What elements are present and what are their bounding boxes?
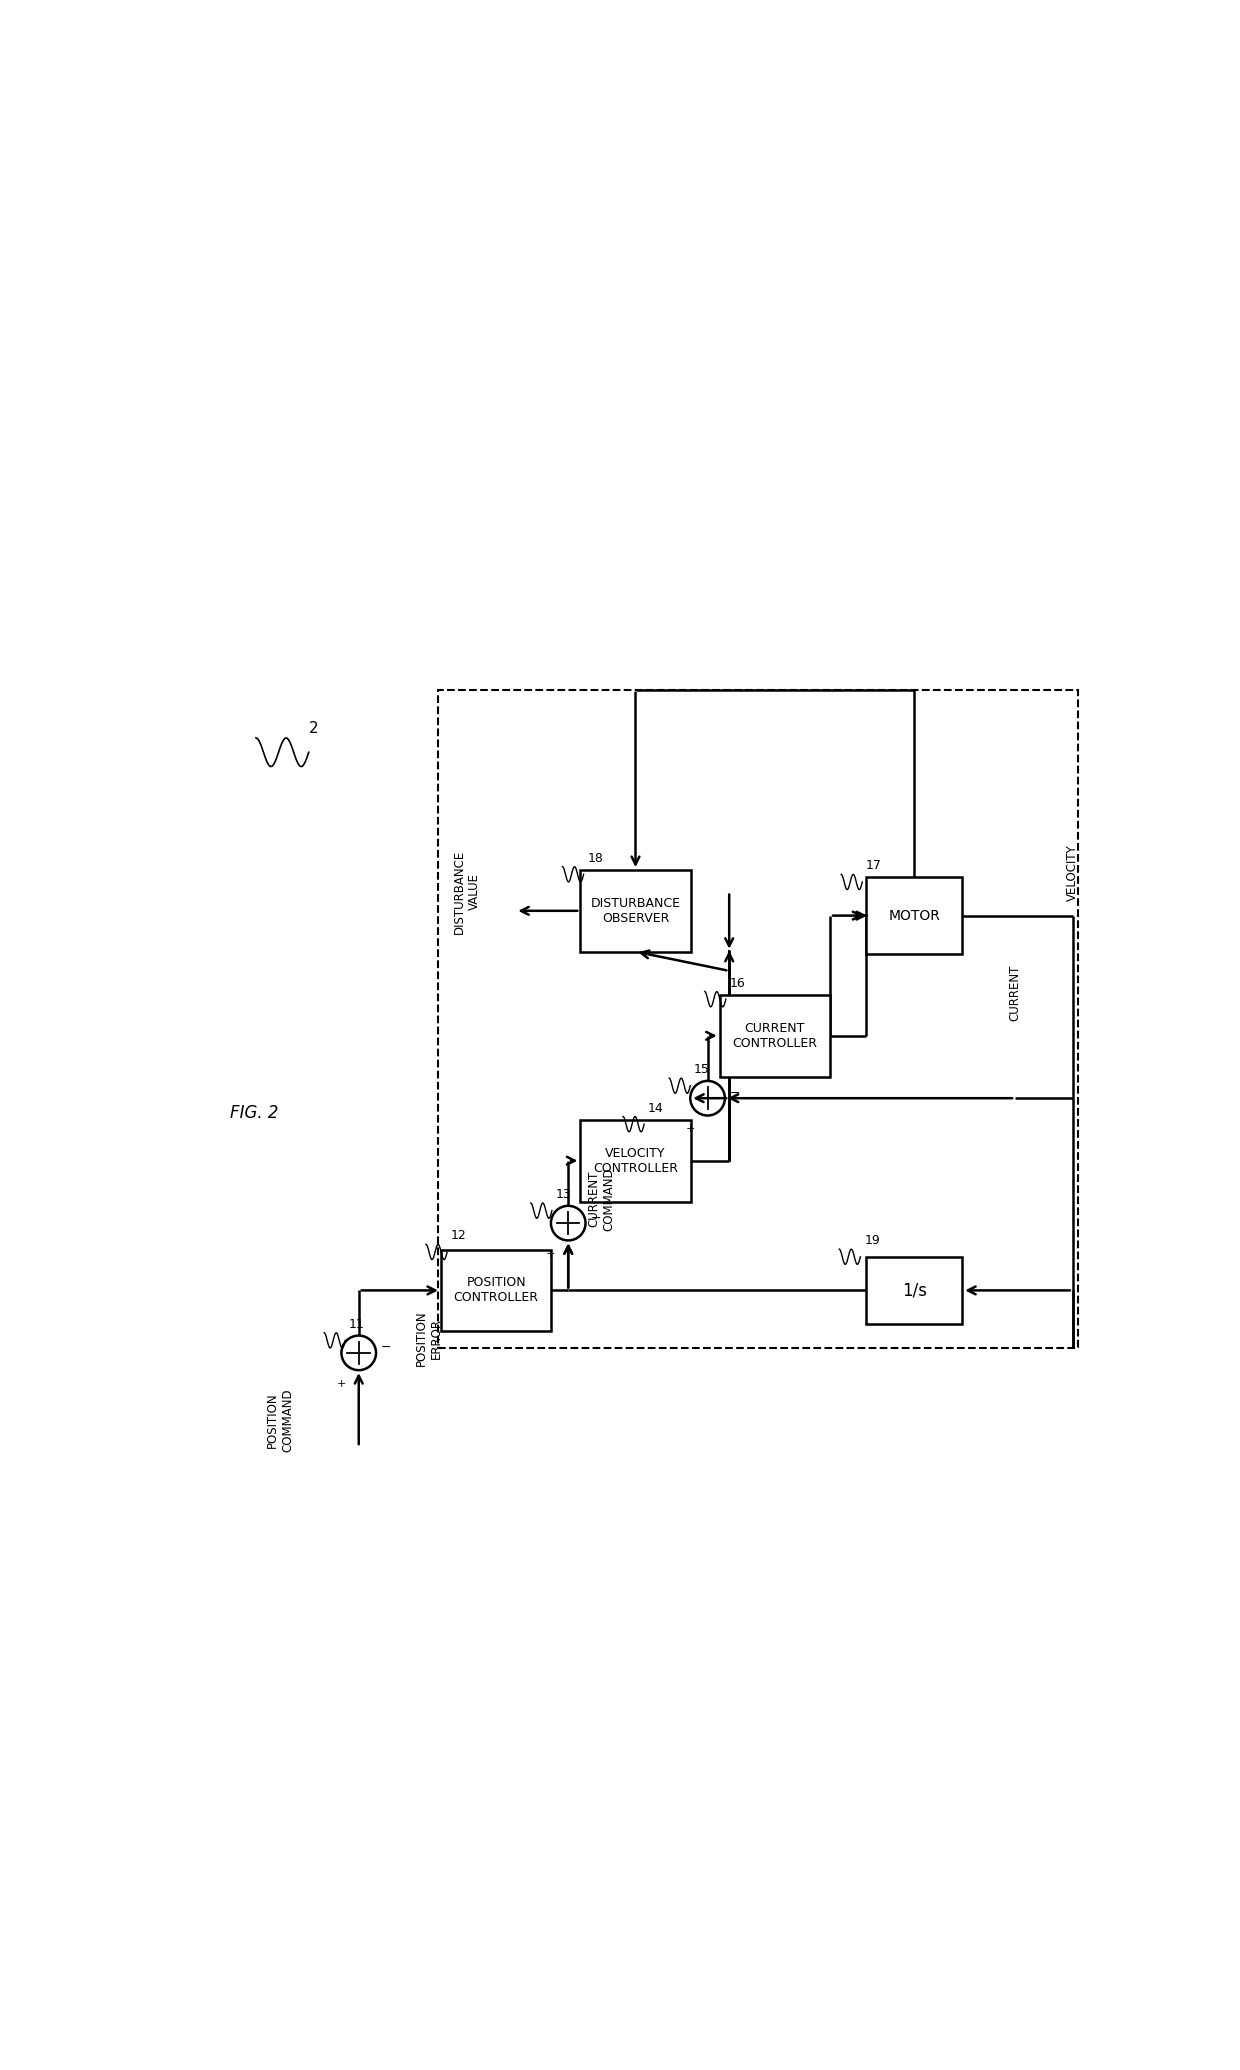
Text: 2: 2 bbox=[309, 720, 319, 735]
Circle shape bbox=[341, 1335, 376, 1370]
Text: CURRENT
COMMAND: CURRENT COMMAND bbox=[588, 1167, 616, 1232]
Text: CURRENT: CURRENT bbox=[1008, 965, 1022, 1021]
Text: 14: 14 bbox=[649, 1101, 663, 1114]
Text: 16: 16 bbox=[729, 977, 745, 989]
Text: 19: 19 bbox=[864, 1234, 880, 1246]
Text: DISTURBANCE
VALUE: DISTURBANCE VALUE bbox=[454, 849, 481, 934]
Circle shape bbox=[551, 1207, 585, 1240]
Bar bbox=[580, 869, 691, 952]
Text: FIG. 2: FIG. 2 bbox=[229, 1103, 279, 1122]
Text: −: − bbox=[730, 1087, 740, 1099]
Text: 1/s: 1/s bbox=[901, 1281, 926, 1300]
Bar bbox=[441, 1250, 552, 1331]
Text: 18: 18 bbox=[588, 851, 604, 865]
Bar bbox=[439, 689, 1078, 1348]
Text: MOTOR: MOTOR bbox=[888, 909, 940, 923]
Text: POSITION
COMMAND: POSITION COMMAND bbox=[265, 1389, 294, 1451]
Text: −: − bbox=[381, 1341, 392, 1354]
Text: CURRENT
CONTROLLER: CURRENT CONTROLLER bbox=[733, 1023, 817, 1049]
Text: POSITION
ERROR: POSITION ERROR bbox=[415, 1310, 443, 1366]
Text: 13: 13 bbox=[556, 1188, 572, 1201]
Text: −: − bbox=[590, 1211, 601, 1225]
Text: VELOCITY: VELOCITY bbox=[1066, 845, 1079, 900]
Text: +: + bbox=[337, 1379, 346, 1389]
Text: POSITION
CONTROLLER: POSITION CONTROLLER bbox=[454, 1277, 538, 1304]
Text: +: + bbox=[547, 1250, 556, 1259]
Text: +: + bbox=[686, 1124, 694, 1134]
Circle shape bbox=[691, 1081, 725, 1116]
Text: 17: 17 bbox=[866, 859, 882, 871]
Text: DISTURBANCE
OBSERVER: DISTURBANCE OBSERVER bbox=[590, 896, 681, 925]
Bar bbox=[866, 878, 962, 954]
Bar bbox=[580, 1120, 691, 1201]
Text: VELOCITY
CONTROLLER: VELOCITY CONTROLLER bbox=[593, 1147, 678, 1174]
Text: 11: 11 bbox=[350, 1319, 365, 1331]
Bar bbox=[719, 996, 830, 1076]
Text: 15: 15 bbox=[694, 1064, 711, 1076]
Bar bbox=[866, 1256, 962, 1325]
Text: 12: 12 bbox=[451, 1230, 466, 1242]
